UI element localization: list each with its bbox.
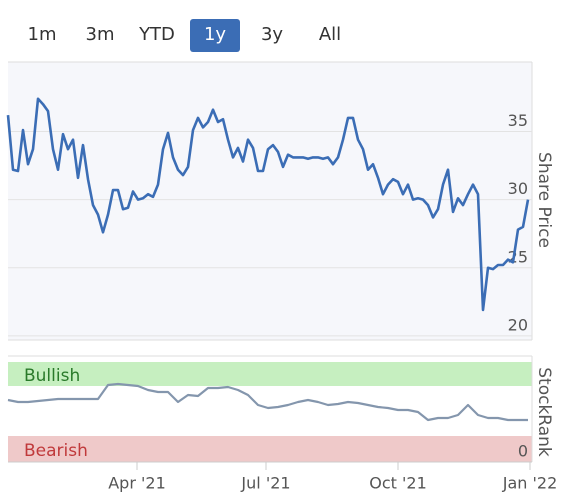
- y-axis-label: Share Price: [534, 152, 554, 248]
- range-button[interactable]: YTD: [138, 24, 175, 45]
- y-axis-label: StockRank: [534, 367, 554, 457]
- y-tick-label: 35: [508, 111, 528, 130]
- data-line: [7, 382, 528, 422]
- x-tick-label: Apr '21: [108, 474, 166, 493]
- price-panel: [8, 62, 532, 340]
- range-button[interactable]: All: [319, 24, 341, 45]
- bullish-band: [8, 362, 532, 386]
- x-tick-label: Jul '21: [240, 474, 290, 493]
- data-line: [6, 97, 530, 312]
- range-button[interactable]: 1m: [28, 24, 57, 45]
- range-button[interactable]: 1y: [204, 24, 226, 45]
- y-tick-label: 0: [518, 442, 528, 461]
- bullish-label: Bullish: [24, 366, 80, 386]
- bearish-label: Bearish: [24, 441, 88, 461]
- range-button[interactable]: 3y: [261, 24, 283, 45]
- y-tick-label: 20: [508, 315, 528, 334]
- range-button[interactable]: 3m: [86, 24, 115, 45]
- x-tick-label: Jan '22: [502, 474, 558, 493]
- y-tick-label: 25: [508, 247, 528, 266]
- y-tick-label: 30: [508, 179, 528, 198]
- x-tick-label: Oct '21: [369, 474, 427, 493]
- bearish-band: [8, 436, 532, 462]
- range-button-selected[interactable]: [190, 19, 240, 52]
